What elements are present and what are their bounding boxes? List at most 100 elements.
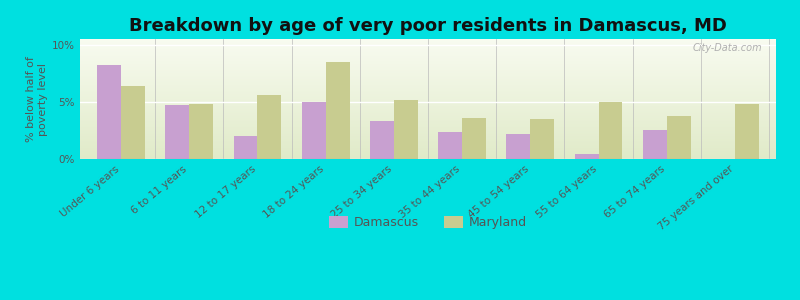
Bar: [80, 88, 776, 89]
Bar: [80, 97, 776, 98]
Bar: [80, 158, 776, 159]
Bar: [80, 151, 776, 152]
Bar: [80, 66, 776, 67]
Text: City-Data.com: City-Data.com: [693, 43, 762, 52]
Bar: [80, 126, 776, 127]
Bar: [80, 128, 776, 129]
Bar: [80, 139, 776, 140]
Bar: [80, 54, 776, 55]
Bar: [80, 103, 776, 104]
Bar: [80, 76, 776, 77]
Title: Breakdown by age of very poor residents in Damascus, MD: Breakdown by age of very poor residents …: [129, 17, 727, 35]
Bar: [80, 147, 776, 148]
Bar: [80, 53, 776, 54]
Bar: [80, 83, 776, 84]
Bar: [80, 92, 776, 93]
Bar: [80, 44, 776, 45]
Bar: [80, 69, 776, 70]
Bar: [80, 118, 776, 119]
Bar: [80, 74, 776, 75]
Bar: [97, 65, 121, 159]
Bar: [80, 102, 776, 103]
Bar: [80, 131, 776, 132]
Bar: [80, 125, 776, 126]
Bar: [80, 87, 776, 88]
Bar: [598, 102, 622, 159]
Bar: [80, 89, 776, 90]
Bar: [80, 121, 776, 122]
Bar: [80, 61, 776, 62]
Bar: [643, 130, 667, 159]
Bar: [80, 141, 776, 142]
Bar: [80, 130, 776, 131]
Bar: [80, 106, 776, 107]
Bar: [462, 118, 486, 159]
Bar: [80, 81, 776, 82]
Bar: [80, 85, 776, 86]
Bar: [80, 134, 776, 135]
Bar: [80, 62, 776, 63]
Bar: [80, 46, 776, 47]
Bar: [80, 39, 776, 40]
Bar: [80, 58, 776, 59]
Bar: [80, 59, 776, 60]
Bar: [80, 101, 776, 102]
Bar: [80, 80, 776, 81]
Bar: [80, 148, 776, 149]
Bar: [80, 144, 776, 145]
Bar: [80, 78, 776, 79]
Bar: [80, 99, 776, 100]
Bar: [574, 154, 598, 159]
Bar: [234, 136, 258, 159]
Bar: [370, 121, 394, 159]
Bar: [80, 45, 776, 46]
Bar: [80, 155, 776, 156]
Bar: [121, 86, 145, 159]
Bar: [80, 84, 776, 85]
Bar: [80, 91, 776, 92]
Bar: [80, 112, 776, 113]
Bar: [80, 60, 776, 61]
Bar: [326, 62, 350, 159]
Bar: [80, 111, 776, 112]
Bar: [80, 129, 776, 130]
Bar: [80, 49, 776, 50]
Bar: [80, 93, 776, 94]
Bar: [80, 86, 776, 87]
Bar: [80, 68, 776, 69]
Bar: [80, 145, 776, 146]
Bar: [80, 70, 776, 71]
Bar: [80, 73, 776, 74]
Bar: [80, 100, 776, 101]
Bar: [80, 122, 776, 123]
Bar: [80, 114, 776, 115]
Bar: [80, 90, 776, 91]
Bar: [80, 119, 776, 120]
Bar: [80, 138, 776, 139]
Bar: [80, 117, 776, 118]
Bar: [166, 105, 189, 159]
Bar: [80, 140, 776, 141]
Bar: [80, 48, 776, 49]
Bar: [80, 41, 776, 42]
Bar: [80, 123, 776, 124]
Bar: [80, 157, 776, 158]
Bar: [394, 100, 418, 159]
Bar: [80, 56, 776, 57]
Bar: [80, 116, 776, 117]
Bar: [80, 63, 776, 64]
Bar: [80, 72, 776, 73]
Bar: [80, 51, 776, 52]
Bar: [80, 64, 776, 65]
Bar: [80, 43, 776, 44]
Y-axis label: % below half of
poverty level: % below half of poverty level: [26, 56, 48, 142]
Bar: [80, 94, 776, 95]
Bar: [80, 47, 776, 48]
Bar: [80, 154, 776, 155]
Bar: [80, 52, 776, 53]
Bar: [80, 109, 776, 110]
Bar: [80, 132, 776, 133]
Bar: [80, 96, 776, 97]
Legend: Damascus, Maryland: Damascus, Maryland: [324, 211, 532, 234]
Bar: [80, 146, 776, 147]
